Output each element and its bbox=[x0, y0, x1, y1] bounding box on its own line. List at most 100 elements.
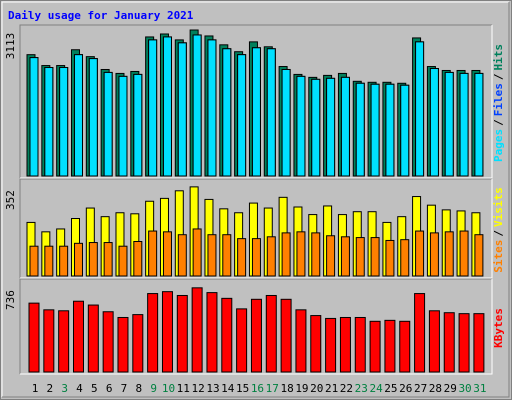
bar bbox=[296, 231, 306, 277]
bar bbox=[251, 238, 261, 277]
x-tick-label: 20 bbox=[310, 382, 323, 395]
x-tick-label: 29 bbox=[444, 382, 457, 395]
bar bbox=[474, 234, 484, 277]
bar bbox=[148, 39, 158, 177]
legend-entry: KBytes bbox=[492, 308, 505, 348]
bar bbox=[415, 41, 425, 177]
legend: Sites / Visits bbox=[492, 187, 505, 273]
bar bbox=[355, 237, 365, 277]
bar bbox=[207, 234, 217, 277]
bar bbox=[102, 311, 114, 373]
bar bbox=[280, 298, 292, 373]
x-tick-label: 12 bbox=[192, 382, 205, 395]
legend: KBytes bbox=[492, 308, 505, 348]
bar bbox=[414, 293, 426, 373]
bar bbox=[325, 317, 337, 373]
bar bbox=[88, 58, 98, 177]
y-tick-label: 3113 bbox=[4, 33, 17, 60]
bar bbox=[73, 242, 83, 277]
x-tick-label: 1 bbox=[32, 382, 39, 395]
bar bbox=[147, 293, 159, 373]
bar bbox=[191, 287, 203, 373]
legend: Pages / Files / Hits bbox=[492, 44, 505, 162]
bar bbox=[251, 47, 261, 177]
bar bbox=[117, 316, 129, 373]
bar bbox=[415, 230, 425, 277]
legend-separator: / bbox=[492, 119, 505, 126]
x-tick-label: 2 bbox=[47, 382, 54, 395]
bar bbox=[103, 71, 113, 177]
x-tick-label: 15 bbox=[236, 382, 249, 395]
bar bbox=[222, 234, 232, 277]
bar bbox=[192, 34, 202, 177]
bar bbox=[355, 82, 365, 177]
bar bbox=[370, 237, 380, 277]
x-tick-label: 6 bbox=[106, 382, 113, 395]
x-tick-label: 30 bbox=[458, 382, 471, 395]
chart-title: Daily usage for January 2021 bbox=[8, 9, 194, 22]
bar bbox=[310, 315, 322, 373]
panel-bevel bbox=[19, 24, 492, 178]
x-tick-label: 27 bbox=[414, 382, 427, 395]
bar bbox=[44, 245, 54, 277]
bar bbox=[370, 83, 380, 177]
bar bbox=[29, 57, 39, 177]
x-tick-label: 23 bbox=[355, 382, 368, 395]
bar bbox=[385, 239, 395, 277]
bar bbox=[459, 230, 469, 277]
bar bbox=[133, 73, 143, 177]
x-tick-label: 21 bbox=[325, 382, 338, 395]
bar bbox=[192, 228, 202, 277]
bar bbox=[133, 241, 143, 277]
bar bbox=[400, 239, 410, 277]
legend-entry: Visits bbox=[492, 187, 505, 227]
legend-entry: Sites bbox=[492, 240, 505, 273]
bar bbox=[473, 313, 485, 373]
bar bbox=[340, 236, 350, 277]
bar bbox=[459, 72, 469, 177]
bar bbox=[148, 230, 158, 277]
bar bbox=[296, 75, 306, 177]
x-tick-label: 26 bbox=[399, 382, 412, 395]
bar bbox=[73, 54, 83, 177]
bar bbox=[72, 300, 84, 373]
bar bbox=[236, 308, 248, 373]
bar bbox=[237, 54, 247, 177]
panel-bevel bbox=[20, 279, 493, 375]
x-tick-label: 5 bbox=[91, 382, 98, 395]
x-tick-label: 19 bbox=[295, 382, 308, 395]
bar bbox=[384, 319, 396, 373]
bar bbox=[206, 292, 218, 373]
y-tick-label: 352 bbox=[4, 190, 17, 210]
bar bbox=[43, 309, 55, 373]
bar bbox=[237, 238, 247, 277]
bar bbox=[265, 294, 277, 373]
bar bbox=[132, 314, 144, 373]
x-tick-label: 8 bbox=[135, 382, 142, 395]
x-tick-label: 28 bbox=[429, 382, 442, 395]
bar bbox=[177, 234, 187, 277]
x-tick-label: 14 bbox=[221, 382, 235, 395]
bar bbox=[429, 68, 439, 177]
bar bbox=[474, 72, 484, 177]
legend-entry: Hits bbox=[492, 44, 505, 71]
panel-bevel bbox=[20, 179, 493, 279]
bar bbox=[44, 67, 54, 177]
x-tick-label: 7 bbox=[121, 382, 128, 395]
bar bbox=[400, 84, 410, 177]
bar bbox=[443, 312, 455, 373]
bar bbox=[118, 75, 128, 177]
bar bbox=[59, 245, 69, 277]
legend-entry: Files bbox=[492, 83, 505, 116]
bar bbox=[58, 310, 70, 373]
x-tick-label: 31 bbox=[473, 382, 486, 395]
bar bbox=[266, 236, 276, 277]
x-tick-label: 13 bbox=[206, 382, 219, 395]
bar bbox=[369, 320, 381, 373]
x-tick-label: 10 bbox=[162, 382, 175, 395]
bar bbox=[281, 68, 291, 177]
